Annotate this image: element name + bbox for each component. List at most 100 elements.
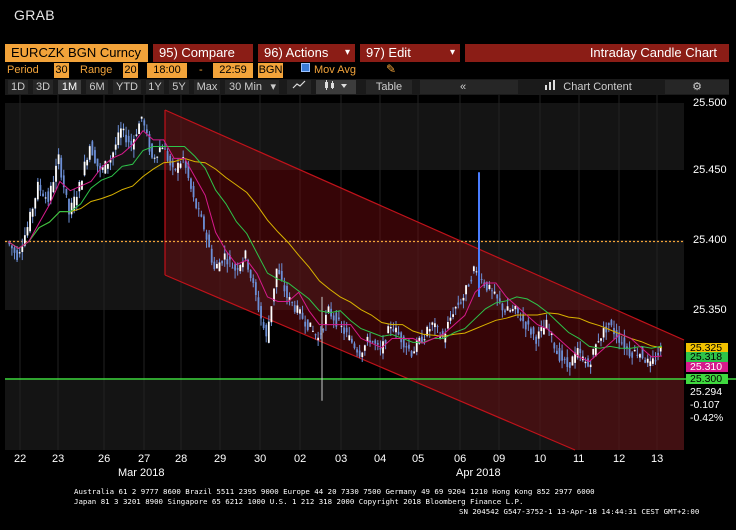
candle-body [164,148,166,150]
x-tick-label: 27 [138,453,151,465]
candle-body [304,321,307,327]
candle-body [135,134,138,136]
x-tick-label: 03 [335,453,348,465]
candle-body [340,325,343,327]
candle-body [143,120,146,126]
candle-body [426,326,429,336]
candle-body [112,152,115,159]
settings-bar: Period 30 Range 20 18:00 - 22:59 BGN Mov… [5,62,729,78]
price-chart [5,95,736,451]
x-tick-label: 05 [412,453,425,465]
candle-body [356,349,358,353]
price-label: 25.318 [686,352,728,362]
candle-body [568,362,571,368]
candle-body [86,159,89,166]
candle-body [83,161,86,176]
candle-body [49,185,52,201]
candle-body [537,331,540,339]
candle-body [602,328,605,338]
x-tick-label: 26 [98,453,111,465]
candle-body [260,306,262,319]
candle-body [190,178,192,189]
timeframe-1d[interactable]: 1D [8,80,28,94]
candle-body [161,147,164,150]
candle-body [574,352,576,363]
caret-down-icon: ▾ [449,47,455,58]
collapse-panel-button[interactable]: « [420,80,518,94]
candle-body [636,354,639,356]
candle-body [415,340,418,352]
candle-body [639,354,641,358]
timeframe-1m[interactable]: 1M [58,80,81,94]
candle-body [389,327,392,329]
candle-body [600,338,602,341]
candle-body [535,336,538,344]
candle-body [299,309,301,314]
candle-body [42,193,44,197]
y-tick-label: 25.450 [693,164,727,176]
x-tick-label: 23 [52,453,65,465]
timeframe-5y[interactable]: 5Y [169,80,189,94]
edit-menu[interactable]: 97) Edit ▾ [360,44,460,62]
candle-body [192,185,195,198]
pencil-icon[interactable]: ✎ [386,62,397,76]
candle-body [488,284,491,290]
timeframe-3d[interactable]: 3D [33,80,53,94]
candle-body [408,344,410,349]
chart-content-button[interactable]: Chart Content [518,80,658,94]
source-field[interactable]: BGN [258,63,283,78]
candle-body [75,196,78,206]
chart-title: Intraday Candle Chart [465,44,729,62]
candle-body [410,351,413,357]
line-chart-icon[interactable] [287,80,311,94]
actions-menu[interactable]: 96) Actions ▾ [258,44,355,62]
x-tick-label: 09 [493,453,506,465]
mov-avg-checkbox[interactable] [301,63,310,72]
compare-button[interactable]: 95) Compare [153,44,253,62]
candle-body [314,334,317,336]
period-field[interactable]: 30 [54,63,69,78]
candle-icon[interactable] [316,80,356,94]
candle-body [182,157,185,159]
candle-body [462,297,465,301]
candle-body [652,358,654,364]
table-button[interactable]: Table [366,80,412,94]
candle-body [156,156,159,158]
candle-body [584,361,587,364]
candle-body [511,309,514,312]
end-time-field[interactable]: 22:59 [213,63,253,78]
caret-down-icon: ▾ [270,81,276,93]
month-label: Apr 2018 [456,467,501,479]
candle-body [26,227,29,236]
candle-body [195,198,198,209]
range-field[interactable]: 20 [123,63,138,78]
candle-body [607,322,610,326]
candle-body [343,327,345,334]
timeframe-6m[interactable]: 6M [86,80,108,94]
candle-body [21,246,24,253]
x-tick-label: 12 [613,453,626,465]
candle-body [558,348,561,361]
candle-body [369,340,371,343]
candle-body [254,282,257,295]
bar-chart-icon [544,80,556,94]
mov-avg-label: Mov Avg [314,64,356,76]
candle-body [540,327,543,332]
candle-body [392,329,395,332]
chart-area[interactable]: 25.50025.45025.40025.35025.30025.32525.3… [0,95,736,515]
candle-body [457,302,460,305]
candle-body [270,306,273,323]
timeframe-max[interactable]: Max [194,80,220,94]
gear-icon[interactable]: ⚙ [665,80,729,94]
candle-body [384,340,387,344]
channel-upper [164,109,685,341]
ticker-field[interactable]: EURCZK BGN Curncy [5,44,148,62]
candle-body [576,348,579,358]
candle-body [374,340,377,344]
candle-body [545,319,548,329]
timeframe-1y[interactable]: 1Y [146,80,164,94]
start-time-field[interactable]: 18:00 [147,63,187,78]
timeframe-ytd[interactable]: YTD [113,80,141,94]
interval-select[interactable]: 30 Min ▾ [225,80,279,94]
candle-body [467,284,470,287]
